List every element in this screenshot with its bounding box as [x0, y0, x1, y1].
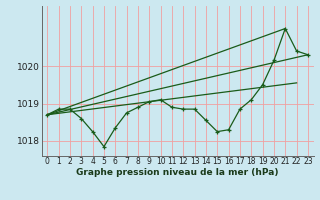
- X-axis label: Graphe pression niveau de la mer (hPa): Graphe pression niveau de la mer (hPa): [76, 168, 279, 177]
